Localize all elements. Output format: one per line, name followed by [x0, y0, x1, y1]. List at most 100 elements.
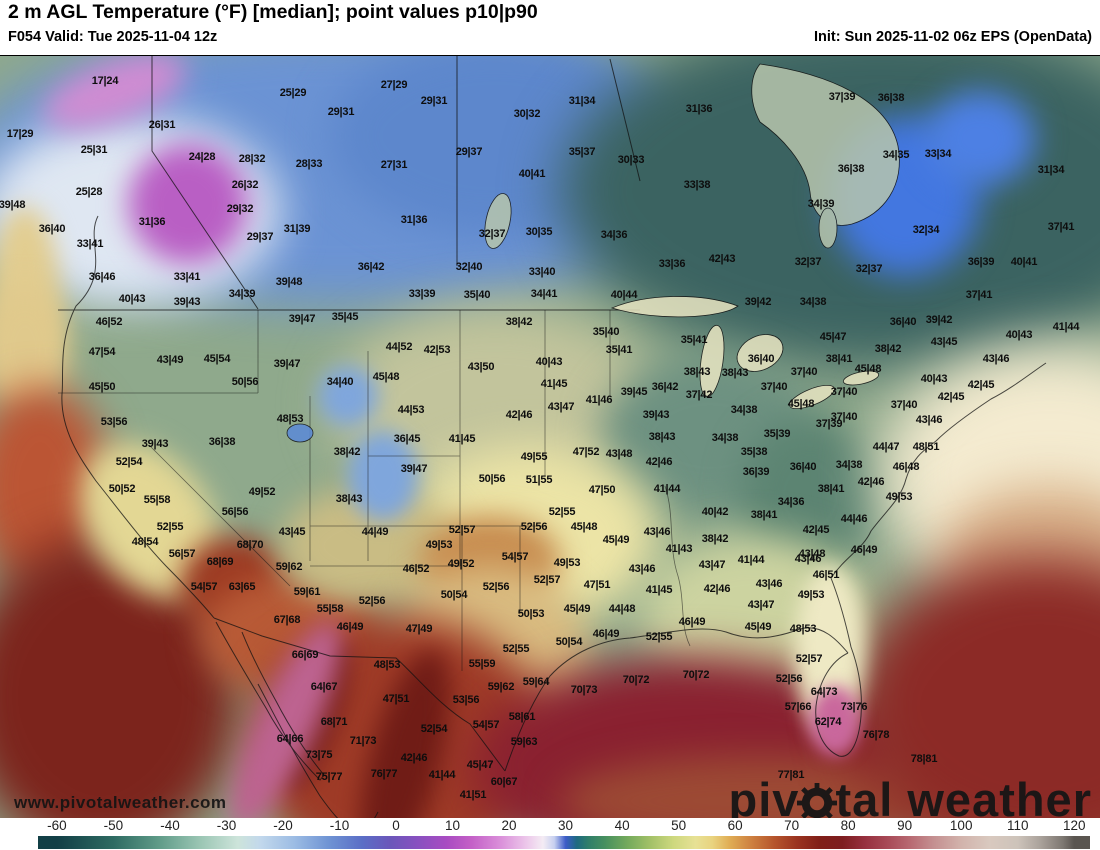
- point-value-label: 37|40: [890, 399, 918, 411]
- point-value-label: 71|73: [349, 735, 377, 747]
- point-value-label: 41|46: [585, 394, 613, 406]
- point-value-label: 66|69: [291, 649, 319, 661]
- coastline-gulf: [504, 627, 849, 772]
- point-value-label: 52|57: [795, 653, 823, 665]
- point-value-label: 37|40: [790, 366, 818, 378]
- point-value-label: 70|73: [570, 684, 598, 696]
- point-value-label: 39|45: [620, 386, 648, 398]
- point-value-label: 39|42: [925, 314, 953, 326]
- point-value-label: 36|46: [88, 271, 116, 283]
- colorbar-tick: 90: [897, 818, 913, 833]
- state-border-ca-nv: [149, 445, 291, 587]
- colorbar-tick: -50: [103, 818, 124, 833]
- point-value-label: 43|46: [915, 414, 943, 426]
- point-value-label: 42|53: [423, 344, 451, 356]
- point-value-label: 40|43: [118, 293, 146, 305]
- point-value-label: 42|45: [937, 391, 965, 403]
- point-value-label: 31|36: [138, 216, 166, 228]
- point-value-label: 29|37: [246, 231, 274, 243]
- point-value-label: 43|47: [547, 401, 575, 413]
- point-value-label: 77|81: [777, 769, 805, 781]
- colorbar-tick: -20: [273, 818, 293, 833]
- colorbar-tick: 70: [784, 818, 800, 833]
- point-value-label: 35|40: [463, 289, 491, 301]
- point-value-label: 43|48: [605, 448, 633, 460]
- lake-winnipeg: [484, 193, 512, 249]
- point-value-label: 60|67: [490, 776, 518, 788]
- point-value-label: 52|56: [520, 521, 548, 533]
- watermark-brand: piv tal weather: [729, 775, 1092, 819]
- great-salt-lake: [286, 423, 314, 443]
- point-value-label: 46|52: [95, 316, 123, 328]
- point-value-label: 70|72: [682, 669, 710, 681]
- point-value-label: 35|45: [331, 311, 359, 323]
- coastline-mexico: [257, 683, 379, 819]
- point-value-label: 39|43: [642, 409, 670, 421]
- border-mb-on: [609, 58, 641, 182]
- region-rockies-blue2: [348, 431, 418, 521]
- point-value-label: 33|40: [528, 266, 556, 278]
- border-bc-alberta: [151, 56, 259, 310]
- point-value-label: 56|56: [221, 506, 249, 518]
- point-value-label: 54|57: [190, 581, 218, 593]
- point-value-label: 59|63: [510, 736, 538, 748]
- point-value-label: 43|45: [278, 526, 306, 538]
- point-value-label: 38|43: [683, 366, 711, 378]
- point-value-label: 49|55: [520, 451, 548, 463]
- point-value-label: 33|41: [173, 271, 201, 283]
- point-value-label: 45|47: [819, 331, 847, 343]
- colorbar-tick: 10: [445, 818, 461, 833]
- point-value-label: 36|40: [747, 353, 775, 365]
- point-value-label: 38|42: [701, 533, 729, 545]
- point-value-label: 25|29: [279, 87, 307, 99]
- point-value-label: 44|48: [608, 603, 636, 615]
- colorbar-gradient: [38, 836, 1090, 849]
- point-value-label: 62|74: [814, 716, 842, 728]
- lake-erie: [789, 384, 835, 410]
- point-value-label: 38|43: [335, 493, 363, 505]
- point-value-label: 45|54: [203, 353, 231, 365]
- point-value-label: 49|53: [553, 557, 581, 569]
- point-value-label: 41|43: [665, 543, 693, 555]
- point-value-label: 64|66: [276, 733, 304, 745]
- colorbar-tick: -30: [216, 818, 237, 833]
- point-value-label: 40|42: [701, 506, 729, 518]
- river-mississippi: [664, 485, 691, 647]
- temperature-colorbar: -60 -50 -40 -30 -20 -10 0 10 20 30 40 50 60 70 80 90 100…: [0, 818, 1100, 850]
- point-value-label: 41|51: [459, 789, 487, 801]
- point-value-label: 40|43: [535, 356, 563, 368]
- point-value-label: 46|48: [892, 461, 920, 473]
- point-value-label: 36|42: [651, 381, 679, 393]
- point-value-label: 50|54: [440, 589, 468, 601]
- coastline-baja: [215, 621, 325, 781]
- point-value-label: 58|61: [508, 711, 536, 723]
- point-value-label: 17|24: [91, 75, 119, 87]
- point-value-label: 56|57: [168, 548, 196, 560]
- colorbar-tick: 80: [840, 818, 856, 833]
- lake-michigan: [699, 324, 725, 398]
- point-value-label: 59|62: [487, 681, 515, 693]
- point-value-label: 43|50: [467, 361, 495, 373]
- colorbar-tick: 100: [949, 818, 973, 833]
- point-value-label: 33|41: [76, 238, 104, 250]
- point-value-label: 32|37: [478, 228, 506, 240]
- point-value-label: 27|29: [380, 79, 408, 91]
- point-value-label: 45|49: [744, 621, 772, 633]
- point-value-label: 26|31: [148, 119, 176, 131]
- point-value-label: 38|41: [750, 509, 778, 521]
- point-value-label: 45|48: [570, 521, 598, 533]
- point-value-label: 41|45: [645, 584, 673, 596]
- point-value-label: 46|49: [850, 544, 878, 556]
- point-value-label: 39|48: [275, 276, 303, 288]
- point-value-label: 39|43: [141, 438, 169, 450]
- point-value-label: 45|49: [602, 534, 630, 546]
- point-value-label: 50|53: [517, 608, 545, 620]
- point-value-label: 31|36: [685, 103, 713, 115]
- point-value-label: 37|41: [965, 289, 993, 301]
- point-value-label: 52|54: [115, 456, 143, 468]
- point-value-label: 54|57: [472, 719, 500, 731]
- gear-icon: [797, 783, 838, 819]
- point-value-label: 39|47: [400, 463, 428, 475]
- point-value-label: 52|57: [533, 574, 561, 586]
- map-canvas[interactable]: 17|24 25|29 29|31 27|29 29|31 30|32 31|34 31|36…: [0, 55, 1100, 819]
